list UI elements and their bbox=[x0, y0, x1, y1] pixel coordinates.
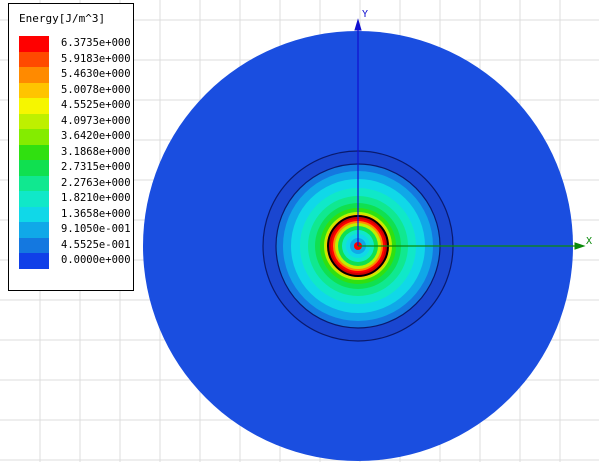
legend-label: 3.1868e+000 bbox=[61, 145, 131, 161]
legend-label: 5.4630e+000 bbox=[61, 67, 131, 83]
legend-label: 1.8210e+000 bbox=[61, 191, 131, 207]
legend-swatch bbox=[19, 160, 49, 176]
legend-value-labels: 6.3735e+000 5.9183e+000 5.4630e+000 5.0078e… bbox=[61, 41, 131, 274]
legend-swatch bbox=[19, 129, 49, 145]
legend-swatch bbox=[19, 222, 49, 238]
legend-swatch bbox=[19, 67, 49, 83]
legend-swatch bbox=[19, 253, 49, 269]
x-axis-arrowhead bbox=[575, 243, 584, 249]
legend-label: 2.2763e+000 bbox=[61, 176, 131, 192]
legend-swatch bbox=[19, 191, 49, 207]
legend-swatch bbox=[19, 36, 49, 52]
legend-label: 5.0078e+000 bbox=[61, 83, 131, 99]
legend-swatch bbox=[19, 176, 49, 192]
legend-label: 4.0973e+000 bbox=[61, 114, 131, 130]
legend-label: 2.7315e+000 bbox=[61, 160, 131, 176]
legend-swatch bbox=[19, 83, 49, 99]
legend-label: 4.5525e-001 bbox=[61, 238, 131, 254]
legend-label: 0.0000e+000 bbox=[61, 253, 131, 269]
legend-swatch bbox=[19, 114, 49, 130]
legend-label: 9.1050e-001 bbox=[61, 222, 131, 238]
legend-label: 3.6420e+000 bbox=[61, 129, 131, 145]
legend-swatch bbox=[19, 207, 49, 223]
legend-swatch bbox=[19, 98, 49, 114]
legend-swatch bbox=[19, 52, 49, 68]
legend-color-scale bbox=[19, 36, 49, 269]
legend-swatch bbox=[19, 145, 49, 161]
y-axis-label: Y bbox=[362, 9, 368, 20]
legend-label: 4.5525e+000 bbox=[61, 98, 131, 114]
legend-label: 1.3658e+000 bbox=[61, 207, 131, 223]
legend-swatch bbox=[19, 238, 49, 254]
legend-label: 6.3735e+000 bbox=[61, 36, 131, 52]
legend-title: Energy[J/m^3] bbox=[19, 12, 105, 25]
x-axis-label: X bbox=[586, 236, 592, 247]
legend-label: 5.9183e+000 bbox=[61, 52, 131, 68]
energy-legend: Energy[J/m^3] 6.3735e+000 5.9183e+000 5.46… bbox=[8, 3, 134, 291]
